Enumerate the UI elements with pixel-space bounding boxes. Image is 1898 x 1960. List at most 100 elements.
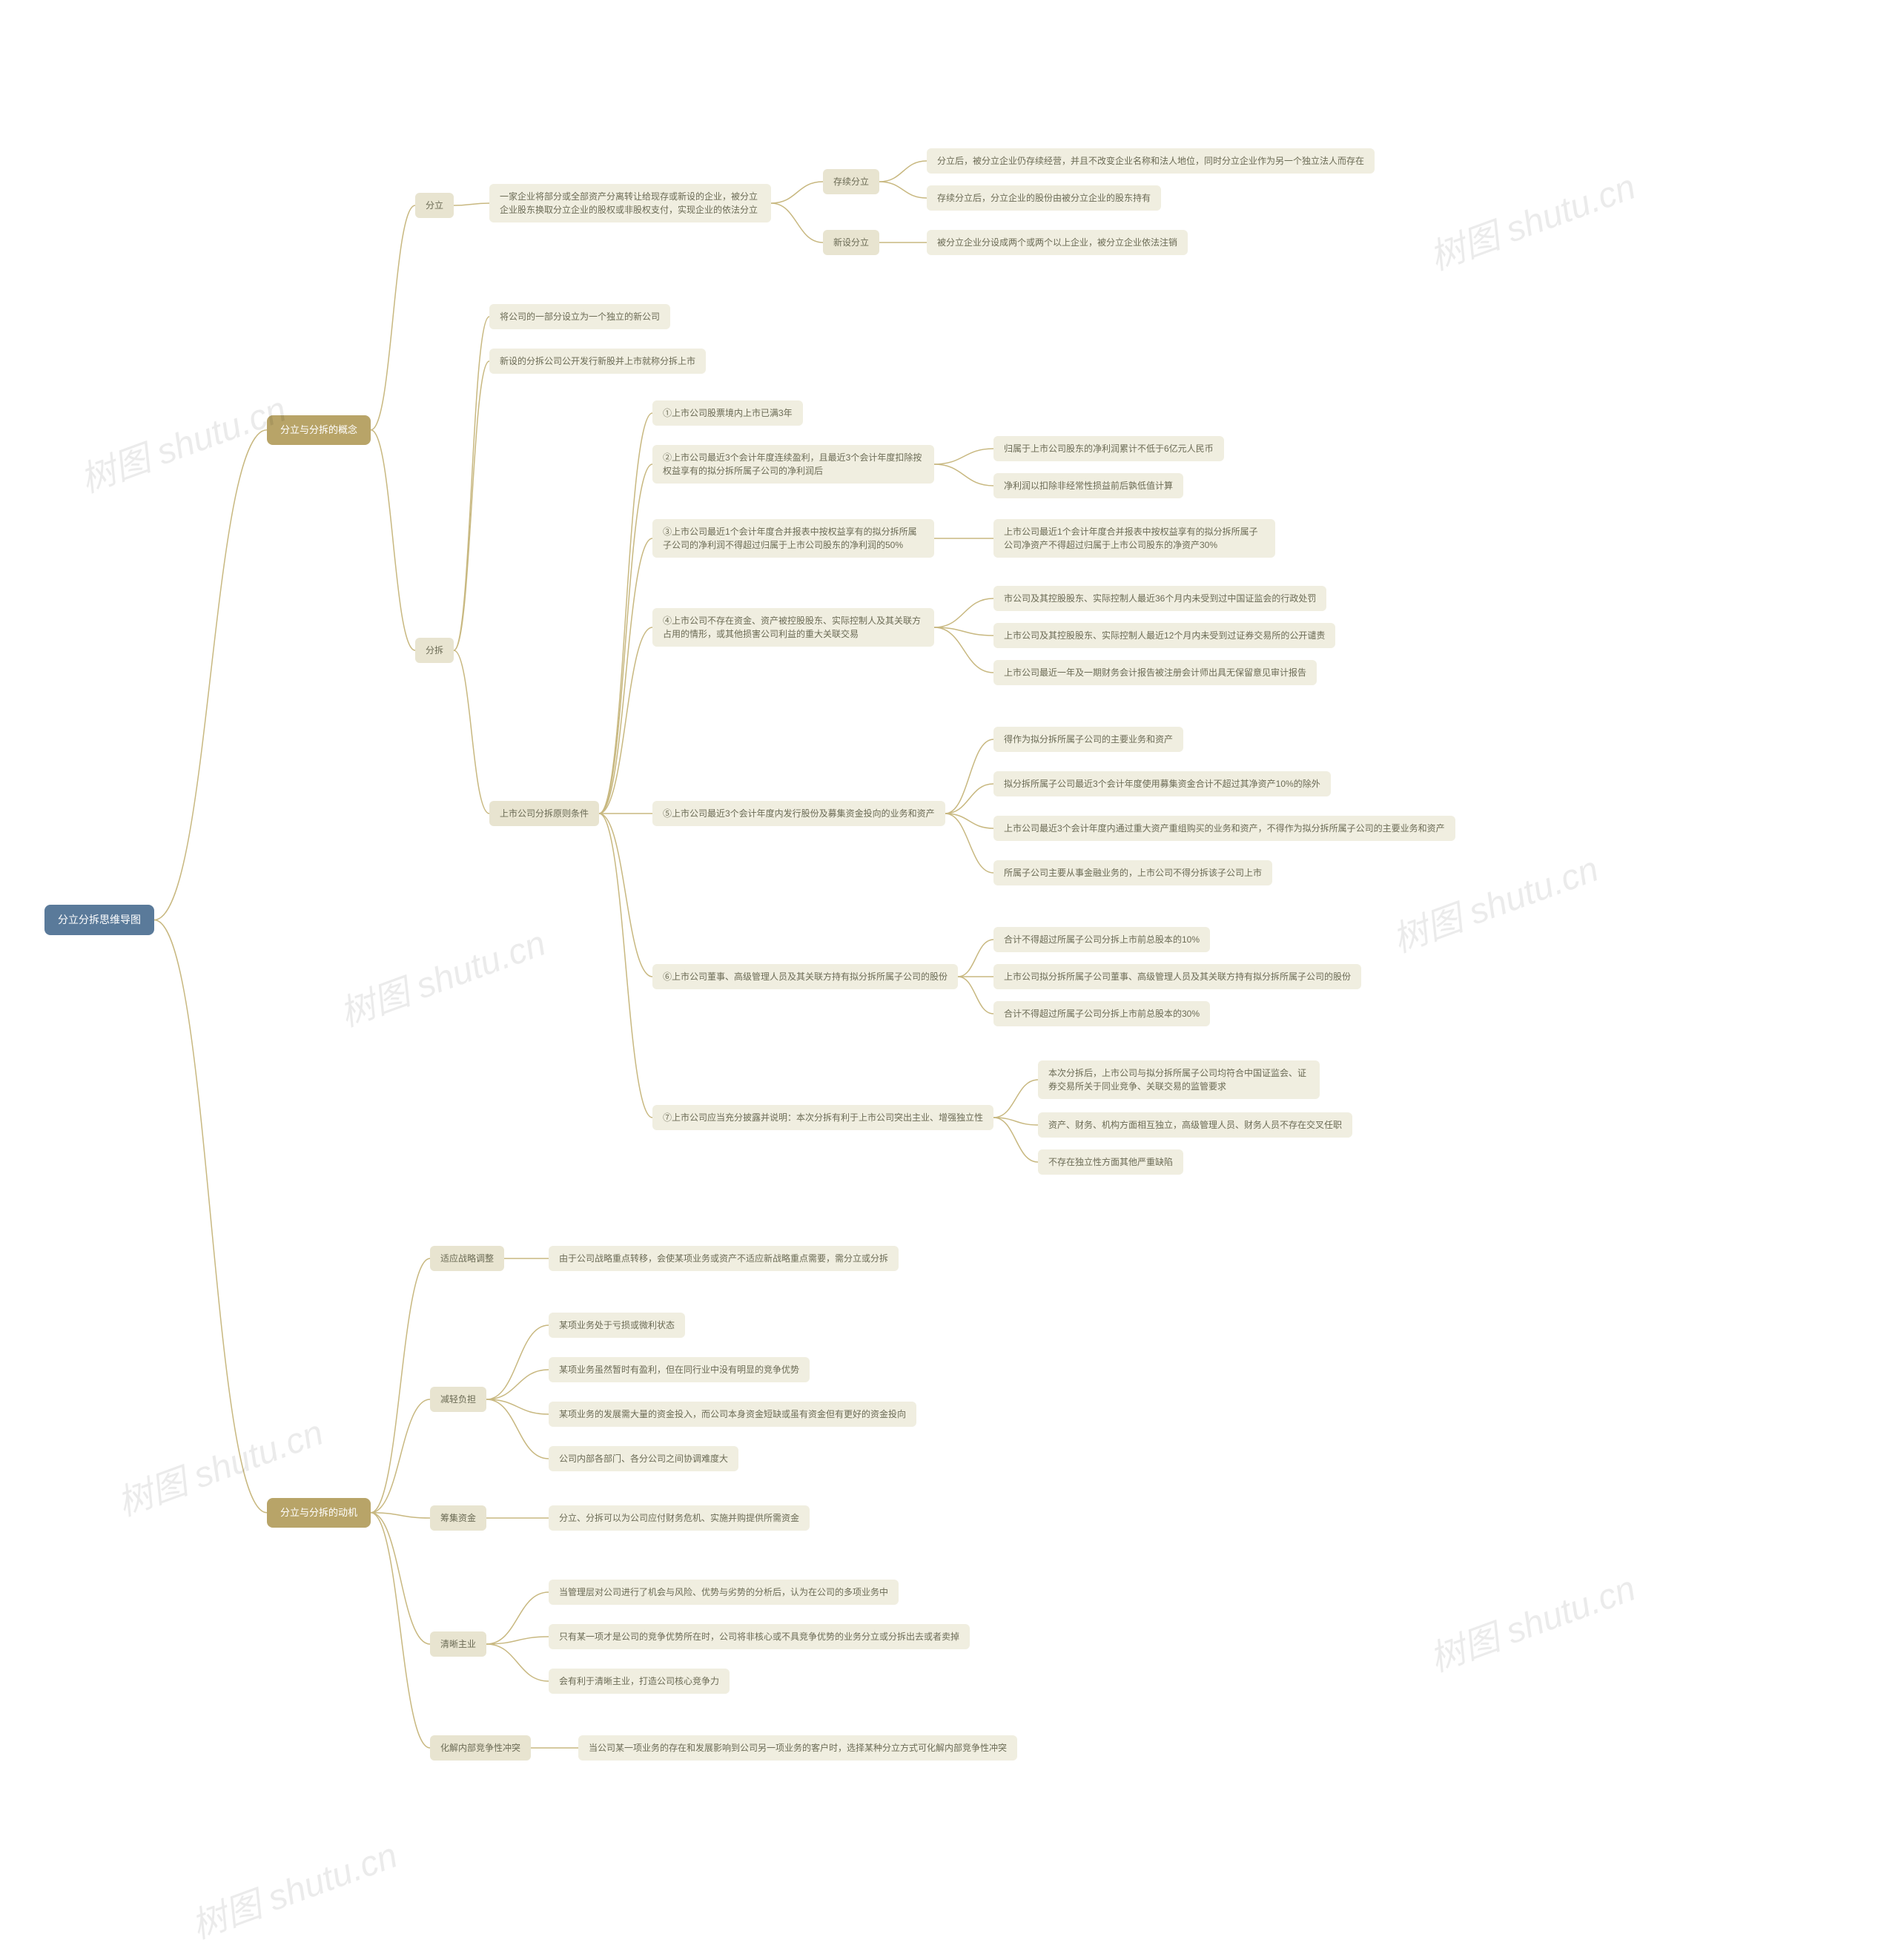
node-cxfl1: 分立后，被分立企业仍存续经营，并且不改变企业名称和法人地位，同时分立企业作为另一…: [927, 148, 1375, 174]
edge-c5-c5b: [945, 784, 993, 814]
edge-concept-fenli: [371, 205, 415, 430]
edge-m2-m2b: [486, 1370, 549, 1399]
node-xsfl1: 被分立企业分设成两个或两个以上企业，被分立企业依法注销: [927, 230, 1188, 255]
edge-c5-c5c: [945, 814, 993, 828]
edge-root-motive: [154, 920, 267, 1513]
node-c5b: 拟分拆所属子公司最近3个会计年度使用募集资金合计不超过其净资产10%的除外: [993, 771, 1331, 796]
edge-motive-m5: [371, 1513, 430, 1748]
node-c5d: 所属子公司主要从事金融业务的，上市公司不得分拆该子公司上市: [993, 860, 1272, 885]
watermark: 树图 shutu.cn: [72, 380, 292, 502]
edge-motive-m3: [371, 1513, 430, 1518]
node-motive: 分立与分拆的动机: [267, 1498, 371, 1528]
node-root: 分立分拆思维导图: [44, 905, 154, 935]
edge-m2-m2d: [486, 1399, 549, 1459]
edge-c7-c7c: [993, 1118, 1038, 1162]
edge-fc_cond-c4: [599, 627, 652, 814]
node-c5: ⑤上市公司最近3个会计年度内发行股份及募集资金投向的业务和资产: [652, 801, 945, 826]
node-m4: 清晰主业: [430, 1631, 486, 1657]
edge-c2-c2a: [934, 449, 993, 464]
node-m4a: 当管理层对公司进行了机会与风险、优势与劣势的分析后，认为在公司的多项业务中: [549, 1580, 899, 1605]
node-c4b: 上市公司及其控股股东、实际控制人最近12个月内未受到过证券交易所的公开谴责: [993, 623, 1335, 648]
edge-fenchai-fc_cond: [454, 650, 489, 814]
edge-fc_cond-c6: [599, 814, 652, 977]
node-m2d: 公司内部各部门、各分公司之间协调难度大: [549, 1446, 738, 1471]
node-fenli_def: 一家企业将部分或全部资产分离转让给现存或新设的企业，被分立企业股东换取分立企业的…: [489, 184, 771, 222]
edge-fenchai-fc_new: [454, 317, 489, 650]
edge-motive-m2: [371, 1399, 430, 1513]
edge-fenli_def-xsfl: [771, 203, 823, 242]
edge-c7-c7a: [993, 1080, 1038, 1118]
watermark: 树图 shutu.cn: [1421, 1559, 1641, 1681]
node-m5a: 当公司某一项业务的存在和发展影响到公司另一项业务的客户时，选择某种分立方式可化解…: [578, 1735, 1017, 1761]
node-m2a: 某项业务处于亏损或微利状态: [549, 1313, 685, 1338]
node-m2b: 某项业务虽然暂时有盈利，但在同行业中没有明显的竞争优势: [549, 1357, 810, 1382]
node-c7: ⑦上市公司应当充分披露并说明：本次分拆有利于上市公司突出主业、增强独立性: [652, 1105, 993, 1130]
node-c2: ②上市公司最近3个会计年度连续盈利，且最近3个会计年度扣除按权益享有的拟分拆所属…: [652, 445, 934, 484]
node-m4c: 会有利于清晰主业，打造公司核心竞争力: [549, 1669, 730, 1694]
edge-c5-c5a: [945, 739, 993, 814]
edge-motive-m1: [371, 1258, 430, 1513]
watermark: 树图 shutu.cn: [1421, 157, 1641, 280]
node-fenchai: 分拆: [415, 638, 454, 663]
watermark: 树图 shutu.cn: [1384, 839, 1604, 962]
edge-c6-c6c: [958, 977, 993, 1014]
node-c5a: 得作为拟分拆所属子公司的主要业务和资产: [993, 727, 1183, 752]
edge-c7-c7b: [993, 1118, 1038, 1125]
edge-m2-m2a: [486, 1325, 549, 1399]
node-c3: ③上市公司最近1个会计年度合并报表中按权益享有的拟分拆所属子公司的净利润不得超过…: [652, 519, 934, 558]
node-c2b: 净利润以扣除非经常性损益前后孰低值计算: [993, 473, 1183, 498]
edge-m4-m4b: [486, 1637, 549, 1644]
node-c3a: 上市公司最近1个会计年度合并报表中按权益享有的拟分拆所属子公司净资产不得超过归属…: [993, 519, 1275, 558]
edge-c6-c6a: [958, 940, 993, 977]
node-m5: 化解内部竞争性冲突: [430, 1735, 531, 1761]
node-c1: ①上市公司股票境内上市已满3年: [652, 400, 803, 426]
edge-concept-fenchai: [371, 430, 415, 650]
node-c4a: 市公司及其控股股东、实际控制人最近36个月内未受到过中国证监会的行政处罚: [993, 586, 1326, 611]
node-cxfl2: 存续分立后，分立企业的股份由被分立企业的股东持有: [927, 185, 1161, 211]
mindmap-canvas: 分立分拆思维导图 分立与分拆的概念 分立 一家企业将部分或全部资产分离转让给现存或新设…: [15, 30, 1883, 1928]
node-m3a: 分立、分拆可以为公司应付财务危机、实施并购提供所需资金: [549, 1505, 810, 1531]
edge-m4-m4c: [486, 1644, 549, 1681]
node-m2: 减轻负担: [430, 1387, 486, 1412]
edge-m4-m4a: [486, 1592, 549, 1644]
edge-motive-m4: [371, 1513, 430, 1644]
node-m1a: 由于公司战略重点转移，会使某项业务或资产不适应新战略重点需要，需分立或分拆: [549, 1246, 899, 1271]
node-c6b: 上市公司拟分拆所属子公司董事、高级管理人员及其关联方持有拟分拆所属子公司的股份: [993, 964, 1361, 989]
node-c4: ④上市公司不存在资金、资产被控股股东、实际控制人及其关联方占用的情形，或其他损害…: [652, 608, 934, 647]
node-fc_cond: 上市公司分拆原则条件: [489, 801, 599, 826]
node-c5c: 上市公司最近3个会计年度内通过重大资产重组购买的业务和资产，不得作为拟分拆所属子…: [993, 816, 1455, 841]
edge-c4-c4b: [934, 627, 993, 636]
node-m1: 适应战略调整: [430, 1246, 504, 1271]
node-c2a: 归属于上市公司股东的净利润累计不低于6亿元人民币: [993, 436, 1224, 461]
node-fenli: 分立: [415, 193, 454, 218]
edge-fenli-fenli_def: [454, 203, 489, 205]
node-c4c: 上市公司最近一年及一期财务会计报告被注册会计师出具无保留意见审计报告: [993, 660, 1317, 685]
node-concept: 分立与分拆的概念: [267, 415, 371, 445]
node-m2c: 某项业务的发展需大量的资金投入，而公司本身资金短缺或虽有资金但有更好的资金投向: [549, 1402, 916, 1427]
edge-m2-m2c: [486, 1399, 549, 1414]
node-c7a: 本次分拆后，上市公司与拟分拆所属子公司均符合中国证监会、证券交易所关于同业竞争、…: [1038, 1060, 1320, 1099]
node-c6a: 合计不得超过所属子公司分拆上市前总股本的10%: [993, 927, 1210, 952]
edge-fc_cond-c2: [599, 464, 652, 814]
edge-fc_cond-c3: [599, 538, 652, 814]
edge-fenchai-fc_ipo: [454, 361, 489, 650]
edge-fc_cond-c1: [599, 413, 652, 814]
edge-fc_cond-c7: [599, 814, 652, 1118]
edge-root-concept: [154, 430, 267, 920]
node-c7c: 不存在独立性方面其他严重缺陷: [1038, 1149, 1183, 1175]
node-m4b: 只有某一项才是公司的竞争优势所在时，公司将非核心或不具竞争优势的业务分立或分拆出…: [549, 1624, 970, 1649]
node-fc_ipo: 新设的分拆公司公开发行新股并上市就称分拆上市: [489, 349, 706, 374]
edge-fenli_def-cxfl: [771, 182, 823, 203]
watermark: 树图 shutu.cn: [331, 914, 552, 1036]
watermark: 树图 shutu.cn: [183, 1826, 403, 1948]
edge-cxfl-cxfl2: [879, 182, 927, 198]
node-c6: ⑥上市公司董事、高级管理人员及其关联方持有拟分拆所属子公司的股份: [652, 964, 958, 989]
node-c6c: 合计不得超过所属子公司分拆上市前总股本的30%: [993, 1001, 1210, 1026]
node-m3: 筹集资金: [430, 1505, 486, 1531]
node-cxfl: 存续分立: [823, 169, 879, 194]
node-c7b: 资产、财务、机构方面相互独立，高级管理人员、财务人员不存在交叉任职: [1038, 1112, 1352, 1138]
node-fc_new: 将公司的一部分设立为一个独立的新公司: [489, 304, 670, 329]
edge-c2-c2b: [934, 464, 993, 486]
node-xsfl: 新设分立: [823, 230, 879, 255]
edge-c4-c4a: [934, 598, 993, 627]
